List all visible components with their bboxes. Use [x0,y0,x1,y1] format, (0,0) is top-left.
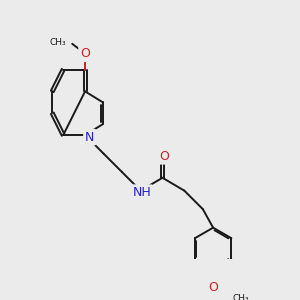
Text: O: O [159,150,169,163]
Text: NH: NH [133,186,151,199]
Text: O: O [80,47,90,60]
Text: O: O [208,280,218,294]
Text: CH₃: CH₃ [50,38,67,47]
Text: CH₃: CH₃ [232,294,249,300]
Text: N: N [85,131,94,144]
